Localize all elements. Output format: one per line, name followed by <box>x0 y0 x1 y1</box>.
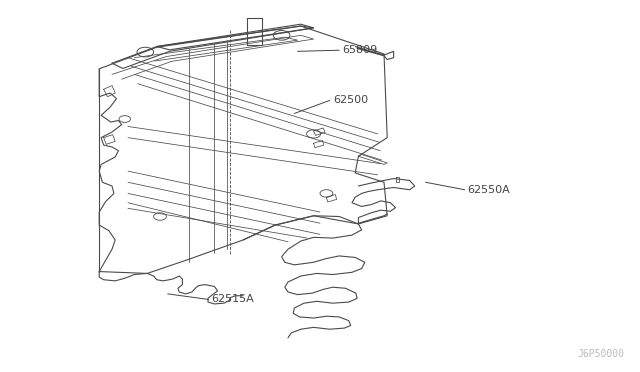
Text: J6P50000: J6P50000 <box>577 349 624 359</box>
Text: 62500: 62500 <box>333 96 368 105</box>
Text: 65809: 65809 <box>342 45 378 55</box>
Text: 62550A: 62550A <box>467 185 510 195</box>
Text: 62515A: 62515A <box>211 295 254 304</box>
